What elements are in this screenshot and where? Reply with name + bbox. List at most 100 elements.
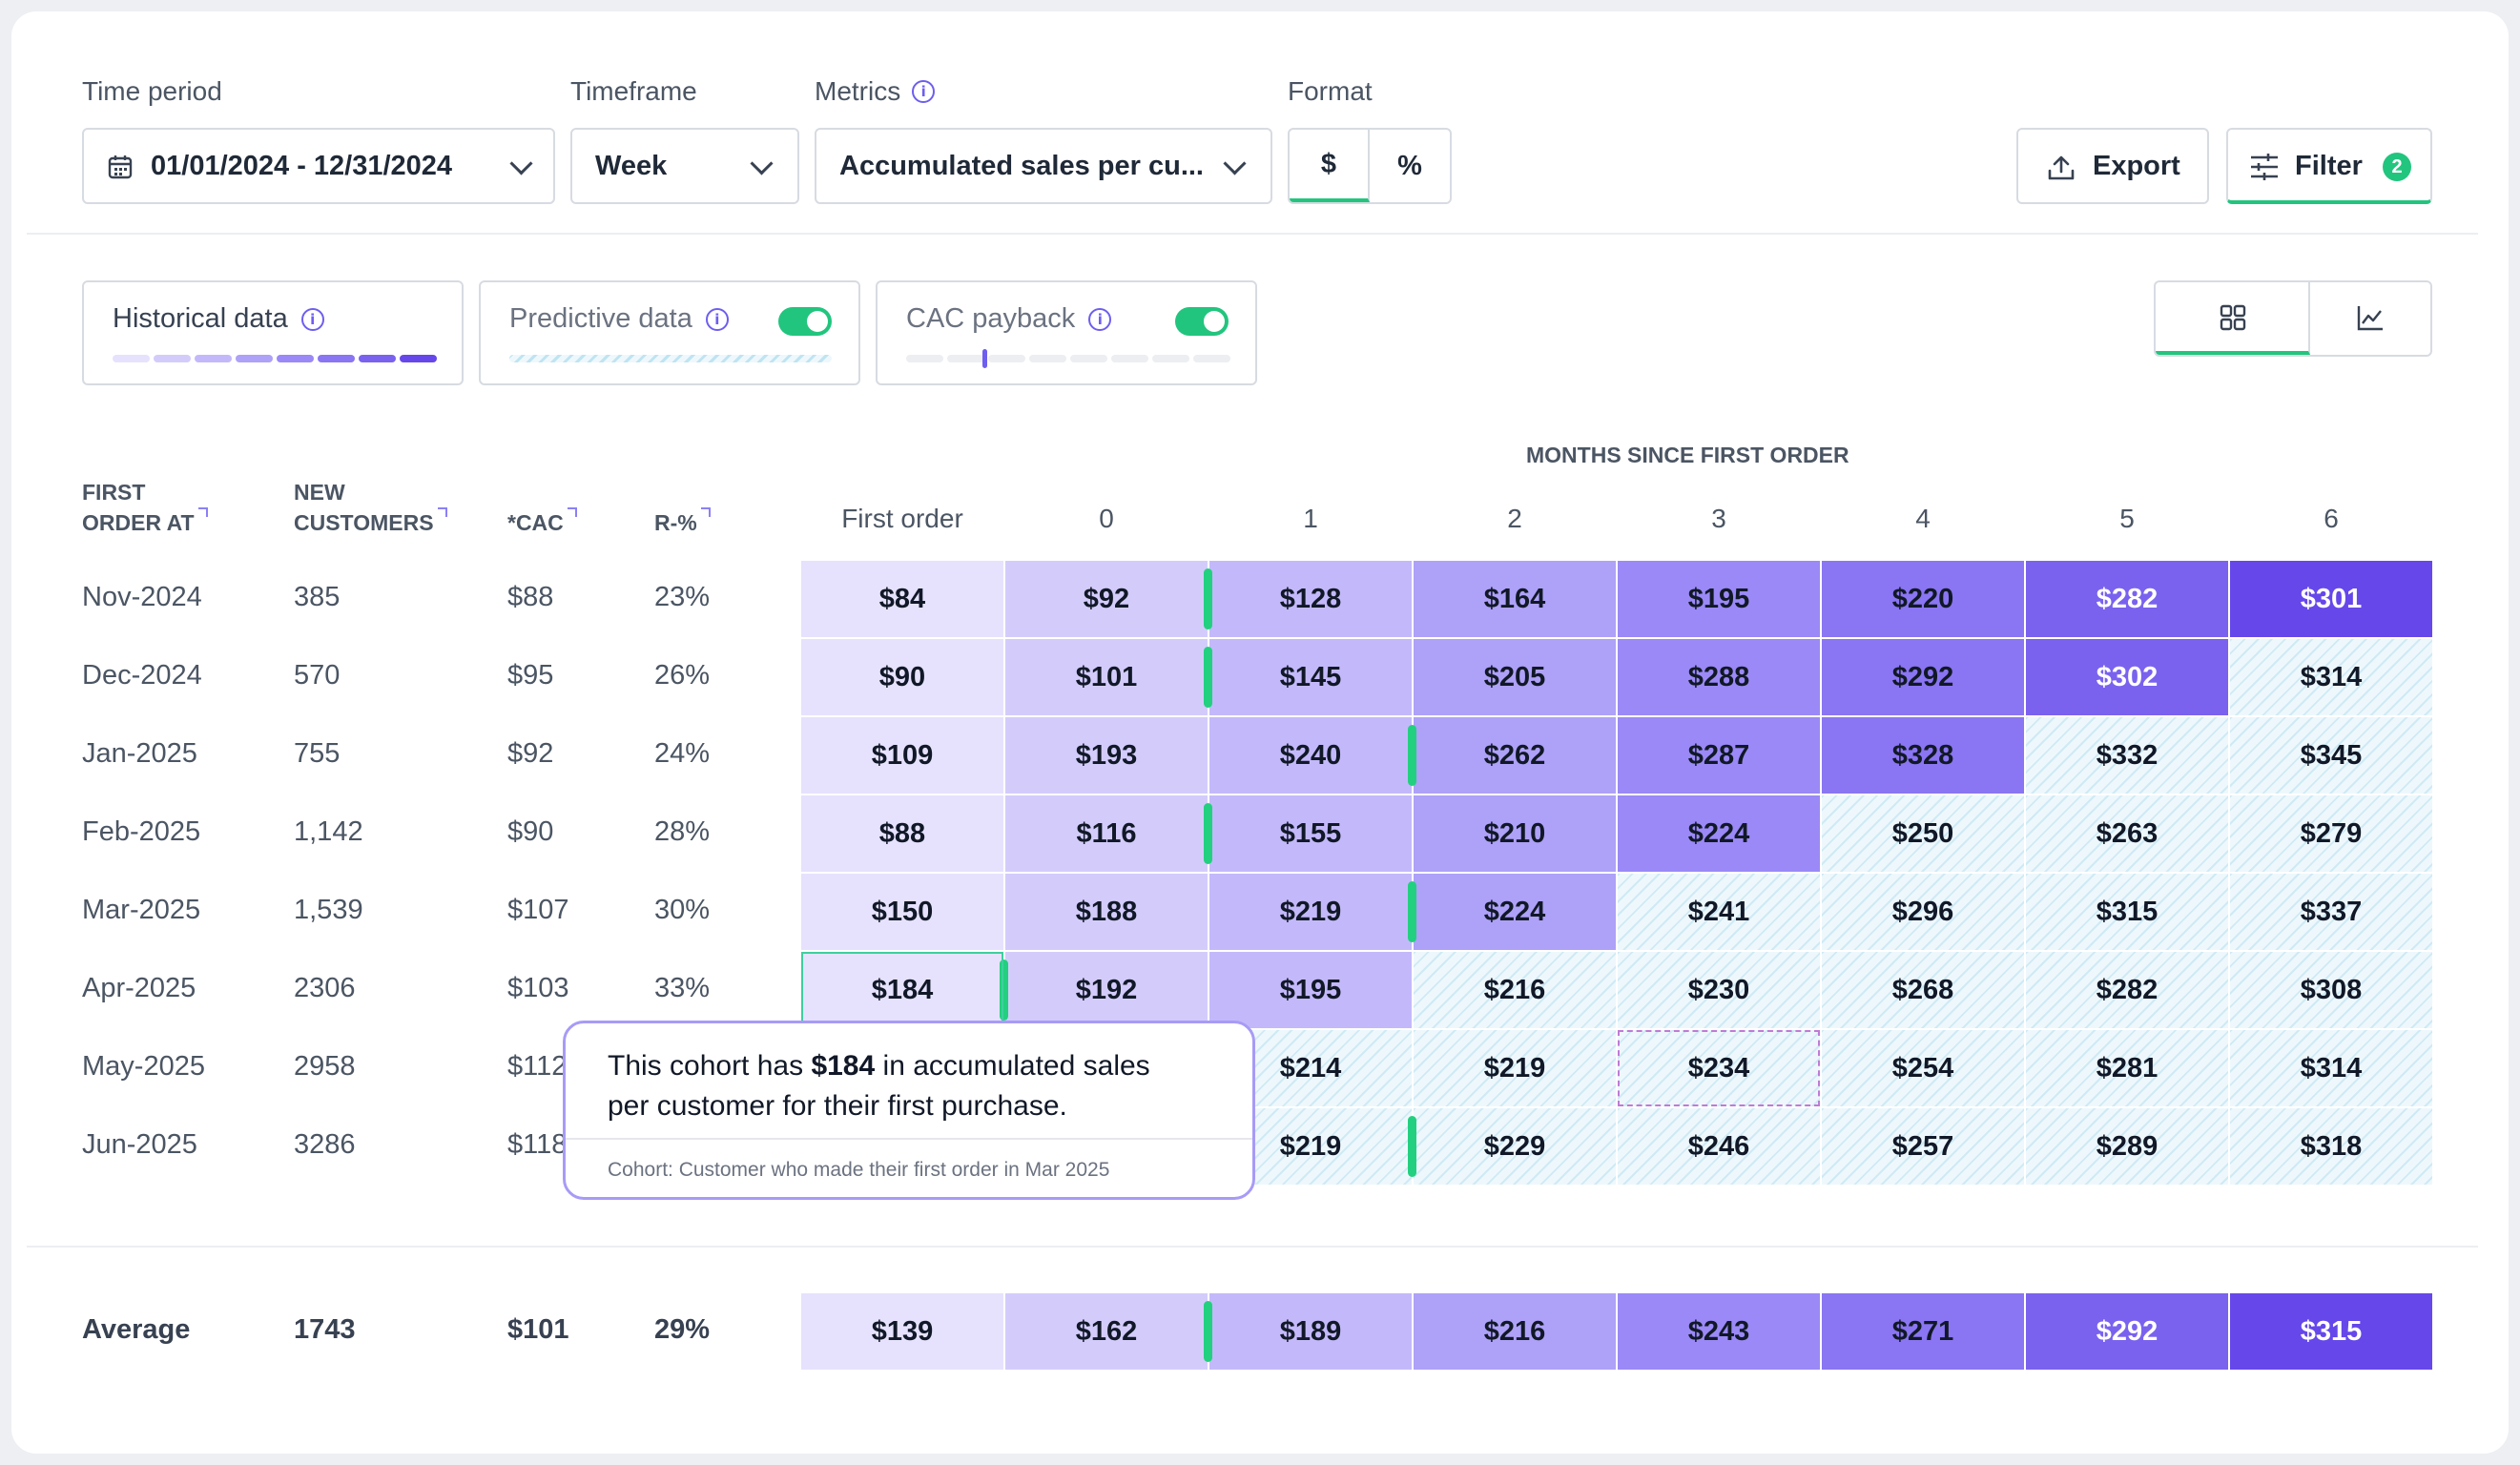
cohort-cell[interactable]: $234 [1618, 1030, 1820, 1106]
filter-count-badge: 2 [2383, 153, 2411, 181]
cohort-cell[interactable]: $164 [1414, 561, 1616, 637]
average-cell[interactable]: $243 [1618, 1293, 1820, 1370]
cohort-cell[interactable]: $84 [801, 561, 1003, 637]
cohort-cell[interactable]: $219 [1414, 1030, 1616, 1106]
cohort-cell[interactable]: $315 [2026, 874, 2228, 950]
cohort-cell[interactable]: $92 [1005, 561, 1208, 637]
cohort-cell[interactable]: $145 [1209, 639, 1412, 715]
cohort-cell[interactable]: $101 [1005, 639, 1208, 715]
cohort-cell[interactable]: $192 [1005, 952, 1208, 1028]
historical-data-card[interactable]: Historical data i [82, 280, 464, 385]
info-icon[interactable]: i [705, 307, 729, 331]
cohort-cell[interactable]: $220 [1822, 561, 2024, 637]
cohort-cell[interactable]: $184 [801, 952, 1003, 1028]
cohort-cell[interactable]: $216 [1414, 952, 1616, 1028]
average-cell[interactable]: $315 [2230, 1293, 2432, 1370]
cohort-cell[interactable]: $254 [1822, 1030, 2024, 1106]
cohort-cell[interactable]: $287 [1618, 717, 1820, 794]
cohort-cell[interactable]: $337 [2230, 874, 2432, 950]
average-cell[interactable]: $271 [1822, 1293, 2024, 1370]
cohort-cell[interactable]: $328 [1822, 717, 2024, 794]
cohort-cell[interactable]: $150 [801, 874, 1003, 950]
cohort-cell[interactable]: $188 [1005, 874, 1208, 950]
cohort-cell[interactable]: $281 [2026, 1030, 2228, 1106]
cohort-cell[interactable]: $296 [1822, 874, 2024, 950]
predictive-data-card[interactable]: Predictive data i [479, 280, 860, 385]
cohort-cell[interactable]: $332 [2026, 717, 2228, 794]
cohort-cell[interactable]: $257 [1822, 1108, 2024, 1185]
predictive-toggle[interactable] [778, 307, 832, 336]
cohort-cell[interactable]: $246 [1618, 1108, 1820, 1185]
column-header: 5 [2119, 504, 2135, 533]
cohort-cell[interactable]: $219 [1209, 874, 1412, 950]
average-cell[interactable]: $292 [2026, 1293, 2228, 1370]
legend-segment [1152, 355, 1189, 362]
first-order-at-header[interactable]: FIRST ORDER AT [82, 477, 208, 538]
cohort-cell[interactable]: $195 [1209, 952, 1412, 1028]
cohort-cell[interactable]: $279 [2230, 795, 2432, 872]
format-percent-button[interactable]: % [1397, 150, 1422, 181]
payback-indicator [1408, 881, 1416, 942]
row-r: 33% [654, 973, 711, 1003]
cohort-cell[interactable]: $314 [2230, 1030, 2432, 1106]
timeframe-select[interactable]: Week [570, 128, 799, 204]
header-line: CUSTOMERS [294, 510, 434, 535]
cohort-cell[interactable]: $268 [1822, 952, 2024, 1028]
row-cac: $112 [507, 1051, 568, 1082]
cohort-cell[interactable]: $263 [2026, 795, 2228, 872]
cohort-cell[interactable]: $250 [1822, 795, 2024, 872]
metrics-select[interactable]: Accumulated sales per cu... [815, 128, 1272, 204]
average-cell[interactable]: $139 [801, 1293, 1003, 1370]
cohort-cell[interactable]: $109 [801, 717, 1003, 794]
format-dollar-button[interactable]: $ [1290, 130, 1370, 202]
cohort-cell[interactable]: $116 [1005, 795, 1208, 872]
cac-payback-card[interactable]: CAC payback i [876, 280, 1257, 385]
cohort-cell[interactable]: $289 [2026, 1108, 2228, 1185]
time-period-select[interactable]: 01/01/2024 - 12/31/2024 [82, 128, 555, 204]
info-icon[interactable]: i [912, 80, 936, 103]
cohort-cell[interactable]: $282 [2026, 952, 2228, 1028]
cohort-cell[interactable]: $318 [2230, 1108, 2432, 1185]
cohort-cell[interactable]: $308 [2230, 952, 2432, 1028]
column-header: 1 [1303, 504, 1318, 533]
info-icon[interactable]: i [1088, 307, 1112, 331]
new-customers-header[interactable]: NEW CUSTOMERS [294, 477, 447, 538]
cohort-cell[interactable]: $262 [1414, 717, 1616, 794]
chart-view-button[interactable] [2310, 282, 2430, 355]
average-cell[interactable]: $216 [1414, 1293, 1616, 1370]
info-icon[interactable]: i [300, 307, 324, 331]
cohort-cell[interactable]: $282 [2026, 561, 2228, 637]
average-cell[interactable]: $189 [1209, 1293, 1412, 1370]
cohort-cell[interactable]: $90 [801, 639, 1003, 715]
column-header: 4 [1915, 504, 1931, 533]
cohort-cell[interactable]: $224 [1618, 795, 1820, 872]
filter-button[interactable]: Filter 2 [2226, 128, 2432, 204]
cohort-cell[interactable]: $230 [1618, 952, 1820, 1028]
cohort-cell[interactable]: $88 [801, 795, 1003, 872]
cohort-cell[interactable]: $195 [1618, 561, 1820, 637]
grid-view-button[interactable] [2156, 282, 2310, 355]
average-cell[interactable]: $162 [1005, 1293, 1208, 1370]
cohort-cell[interactable]: $301 [2230, 561, 2432, 637]
cohort-cell[interactable]: $302 [2026, 639, 2228, 715]
cohort-cell[interactable]: $205 [1414, 639, 1616, 715]
cohort-cell[interactable]: $241 [1618, 874, 1820, 950]
legend-segment [113, 355, 150, 362]
cohort-cell[interactable]: $229 [1414, 1108, 1616, 1185]
cohort-cell[interactable]: $128 [1209, 561, 1412, 637]
cohort-cell[interactable]: $240 [1209, 717, 1412, 794]
cohort-cell[interactable]: $155 [1209, 795, 1412, 872]
export-button[interactable]: Export [2016, 128, 2209, 204]
cac-header[interactable]: *CAC [507, 507, 577, 538]
cohort-cell[interactable]: $314 [2230, 639, 2432, 715]
cohort-cell[interactable]: $288 [1618, 639, 1820, 715]
cohort-cell[interactable]: $193 [1005, 717, 1208, 794]
cac-payback-toggle[interactable] [1175, 307, 1229, 336]
cohort-cell[interactable]: $224 [1414, 874, 1616, 950]
retention-header[interactable]: R-% [654, 507, 711, 538]
legend-segment [154, 355, 191, 362]
cohort-cell[interactable]: $292 [1822, 639, 2024, 715]
cohort-cell[interactable]: $345 [2230, 717, 2432, 794]
cohort-cell[interactable]: $210 [1414, 795, 1616, 872]
historical-data-label: Historical data [113, 303, 288, 334]
